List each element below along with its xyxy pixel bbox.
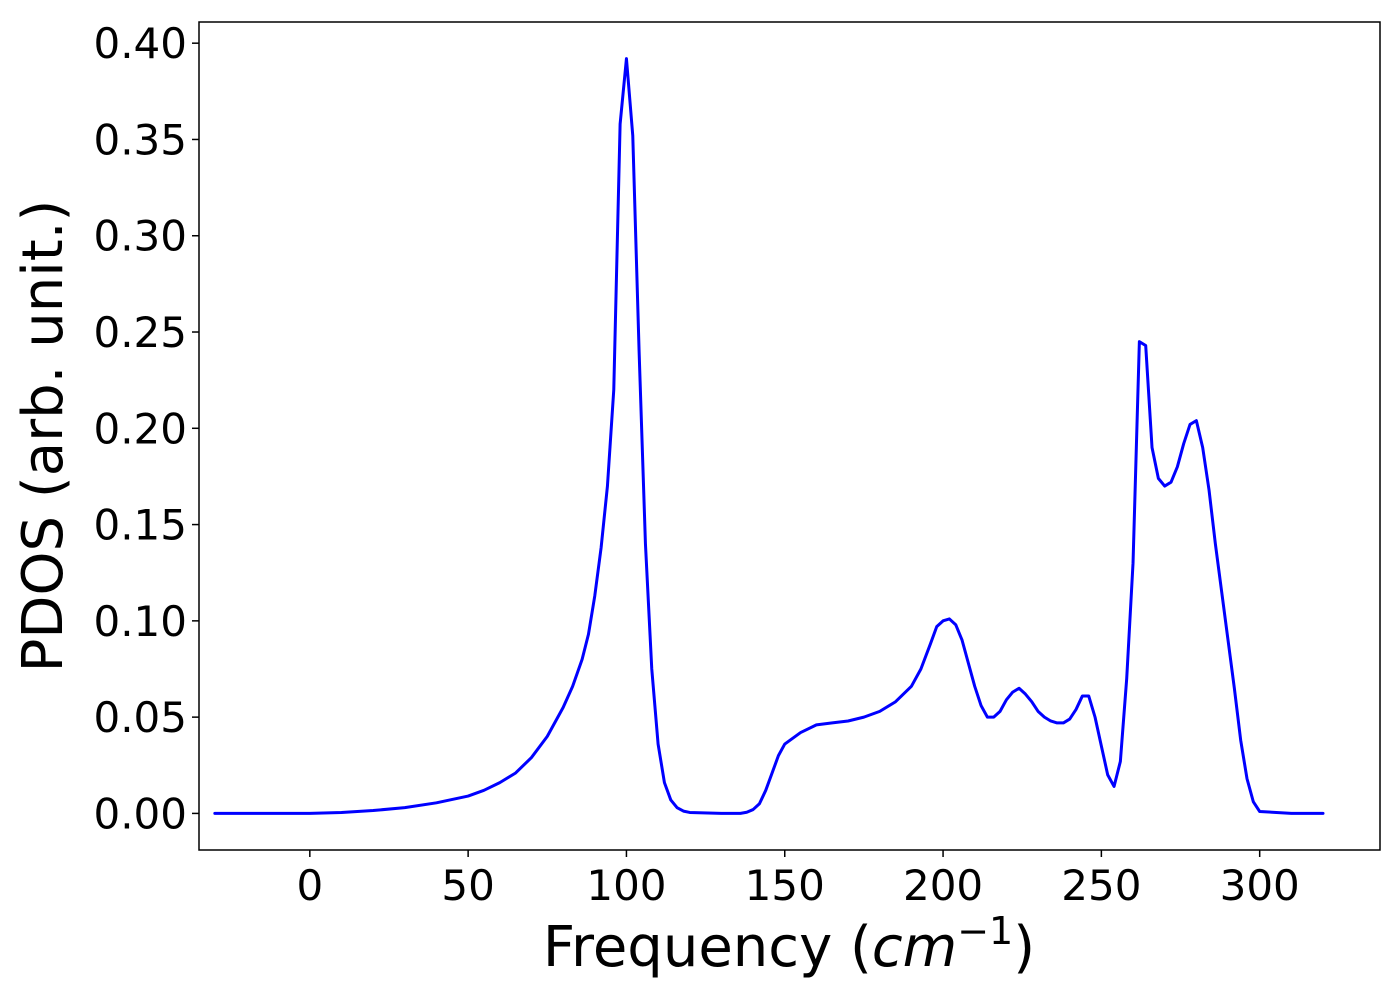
x-tick-label: 0 [296,861,323,910]
x-tick-label: 300 [1220,861,1300,910]
x-axis-title-unit: cm [872,915,957,980]
y-tick-label: 0.30 [93,212,187,261]
y-tick-label: 0.35 [93,115,187,164]
y-tick-label: 0.15 [93,501,187,550]
x-axis-title: Frequency (cm−1) [543,909,1035,980]
y-tick-label: 0.25 [93,308,187,357]
y-tick-label: 0.10 [93,597,187,646]
plot-frame [198,21,1381,851]
x-axis-ticks: 0 50 100 150 200 250 300 [296,850,1300,910]
y-axis-title: PDOS (arb. unit.) [11,200,76,673]
x-axis-title-exponent: −1 [957,909,1013,953]
y-tick-label: 0.05 [93,693,187,742]
y-tick-label: 0.20 [93,404,187,453]
x-tick-label: 150 [745,861,825,910]
y-axis-ticks: 0.00 0.05 0.10 0.15 0.20 0.25 0.30 0.35 0.40 [93,19,199,838]
x-tick-label: 100 [586,861,666,910]
y-tick-label: 0.40 [93,19,187,68]
y-tick-label: 0.00 [93,789,187,838]
series-line [213,57,1325,815]
x-tick-label: 50 [441,861,494,910]
x-tick-label: 200 [903,861,983,910]
x-axis-title-prefix: Frequency ( [543,915,872,980]
x-tick-label: 250 [1061,861,1141,910]
x-axis-title-suffix: ) [1013,915,1035,980]
